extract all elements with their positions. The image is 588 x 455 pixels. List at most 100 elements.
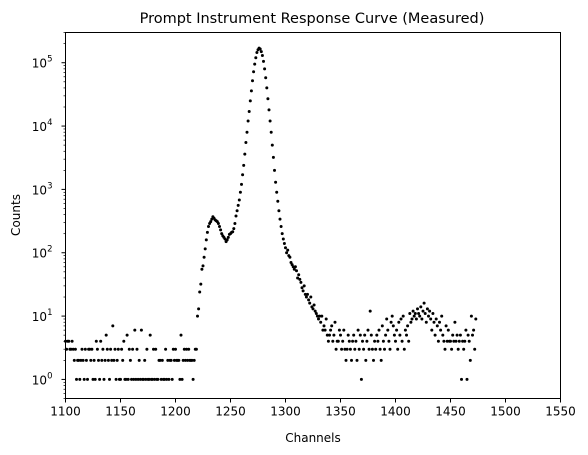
data-point [252, 70, 256, 74]
data-point [319, 320, 323, 324]
data-point [114, 377, 118, 381]
data-point [179, 333, 183, 337]
data-point [266, 97, 270, 101]
data-point [345, 347, 349, 351]
data-point [276, 199, 280, 203]
data-point [278, 217, 282, 221]
data-point [167, 377, 171, 381]
data-point [166, 358, 170, 362]
data-point [430, 328, 434, 332]
data-point [205, 230, 209, 234]
data-point [380, 324, 384, 328]
data-point [295, 269, 298, 273]
data-point [407, 339, 411, 343]
data-point [367, 347, 371, 351]
data-point [219, 228, 223, 232]
data-point [390, 314, 394, 318]
data-point [450, 347, 454, 351]
data-point [300, 286, 304, 290]
data-point [275, 190, 279, 194]
data-point [200, 267, 204, 271]
data-point [313, 309, 317, 313]
data-point [401, 314, 405, 318]
data-point [204, 238, 208, 242]
data-point [378, 347, 382, 351]
data-point [312, 303, 316, 307]
data-point [451, 333, 455, 337]
data-point [116, 347, 120, 351]
data-point [361, 339, 364, 343]
data-point [73, 347, 77, 351]
data-point [445, 339, 449, 343]
data-point [433, 333, 437, 337]
data-point [267, 108, 271, 112]
data-point [136, 377, 140, 381]
data-point [242, 163, 246, 167]
data-point [84, 358, 88, 362]
data-point [139, 328, 143, 332]
data-point [403, 328, 407, 332]
data-point [347, 339, 351, 343]
data-point [165, 377, 169, 381]
data-point [169, 358, 173, 362]
data-point [190, 358, 194, 362]
data-point [77, 358, 81, 362]
y-tick-label: 100 [32, 371, 53, 387]
data-point [324, 317, 328, 321]
data-point [297, 273, 301, 277]
data-point [350, 358, 353, 362]
data-point [248, 99, 252, 103]
data-point [89, 358, 93, 362]
data-point [197, 307, 201, 311]
data-point [104, 333, 108, 337]
data-point [93, 377, 97, 381]
data-point [460, 377, 463, 381]
data-point [218, 224, 221, 228]
data-point [265, 86, 269, 90]
data-point [399, 317, 403, 321]
data-point [315, 314, 319, 318]
data-point [388, 347, 392, 351]
data-point [255, 51, 259, 54]
data-point [429, 317, 433, 321]
data-point [461, 339, 465, 343]
data-point [241, 173, 245, 177]
data-point [432, 320, 436, 324]
data-point [304, 295, 308, 299]
data-point [243, 152, 247, 156]
data-point [311, 307, 315, 311]
data-point [462, 347, 466, 351]
data-point [398, 333, 402, 337]
data-point [428, 309, 432, 313]
data-point [377, 328, 381, 332]
data-point [202, 255, 206, 259]
data-point [122, 339, 126, 343]
data-point [180, 377, 184, 381]
data-point [365, 339, 369, 343]
data-point [142, 377, 146, 381]
data-point [416, 307, 419, 311]
data-point [158, 358, 162, 362]
data-point [108, 377, 111, 381]
data-point [281, 237, 285, 241]
data-point [91, 377, 95, 381]
data-point [372, 358, 375, 362]
data-point [273, 168, 276, 172]
data-point [406, 324, 410, 328]
data-point [336, 339, 340, 343]
data-point [90, 347, 94, 351]
y-tick-label: 101 [32, 308, 53, 324]
data-point [317, 317, 320, 321]
data-point [105, 347, 109, 351]
data-point [203, 247, 207, 251]
data-point [298, 277, 302, 281]
data-point [268, 119, 272, 123]
data-point [270, 143, 274, 147]
data-point [106, 358, 110, 362]
data-point [329, 328, 333, 332]
data-point [277, 209, 281, 213]
data-point [216, 221, 220, 225]
data-point [314, 311, 318, 315]
data-point [467, 339, 471, 343]
